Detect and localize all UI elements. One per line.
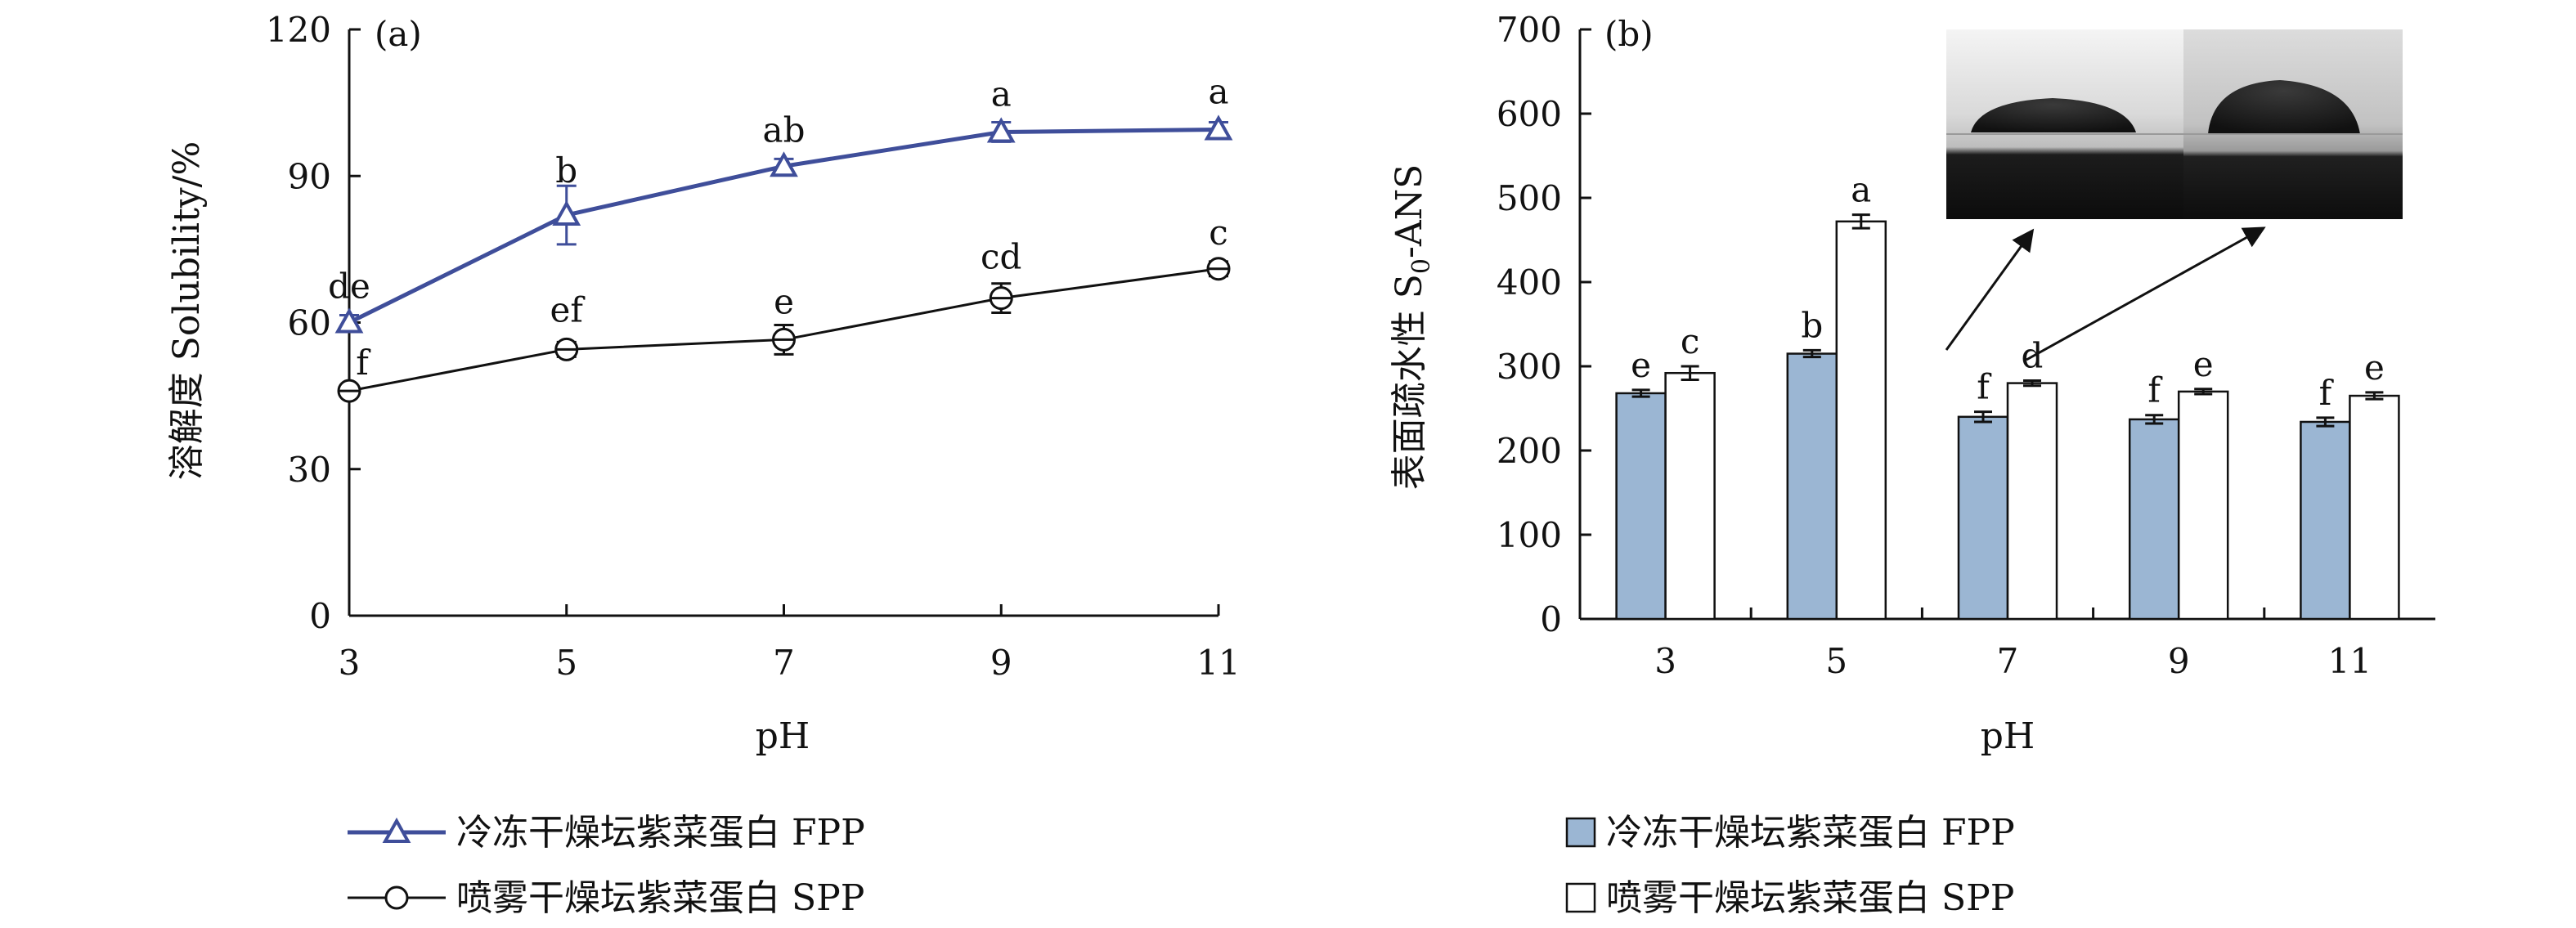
x-tick-label: 11 — [1196, 643, 1240, 683]
significance-letter: e — [774, 281, 794, 321]
y-tick-label: 100 — [1497, 515, 1562, 555]
y-tick-label: 90 — [288, 156, 331, 196]
legend-swatch — [1565, 882, 1596, 913]
significance-letter: ab — [763, 110, 806, 150]
significance-letter: f — [2147, 370, 2163, 410]
y-tick-label: 600 — [1497, 94, 1562, 134]
y-axis-title: 表面疏水性 S0-ANS — [1389, 164, 1436, 491]
significance-letter: b — [1801, 305, 1823, 345]
bar — [1957, 415, 2009, 621]
significance-letter: de — [328, 267, 370, 307]
x-tick-label: 11 — [2328, 641, 2372, 681]
significance-letter: e — [1631, 345, 1651, 385]
data-point-triangle — [1204, 114, 1233, 141]
arrow-to-spp-photo — [2026, 226, 2266, 361]
bar — [2349, 394, 2400, 621]
droplet-fpp — [1971, 98, 2136, 132]
significance-letter: c — [1681, 321, 1700, 361]
legend-label: 冷冻干燥坛紫菜蛋白 FPP — [1606, 812, 2015, 854]
series-fpp: de b ab a a — [328, 71, 1233, 334]
x-tick-label: 7 — [1997, 641, 2019, 681]
bar — [1615, 392, 1667, 621]
y-tick-label: 0 — [309, 596, 331, 636]
data-point-triangle — [552, 199, 581, 226]
y-tick-label: 60 — [288, 303, 331, 343]
legend-label: 喷雾干燥坛紫菜蛋白 SPP — [456, 877, 864, 919]
x-tick-label: 7 — [773, 643, 795, 683]
y-tick-label: 500 — [1497, 178, 1562, 218]
significance-letter: c — [1209, 213, 1228, 253]
series-spp: f ef e cd c — [337, 213, 1231, 403]
legend-marker-triangle — [382, 817, 411, 843]
y-tick-label: 300 — [1497, 347, 1562, 387]
contact-angle-photo — [1946, 29, 2403, 219]
bar — [1835, 220, 1887, 621]
panel-label: (b) — [1604, 14, 1654, 54]
y-axis-title-suffix: -ANS — [1389, 164, 1430, 258]
y-axis-title: 溶解度 Solubility/% — [166, 141, 208, 481]
y-axis-title-cn: 表面疏水性 — [1389, 298, 1430, 490]
x-tick-label: 3 — [339, 643, 361, 683]
y-tick-label: 700 — [1497, 10, 1562, 50]
legend-label: 喷雾干燥坛紫菜蛋白 SPP — [1606, 877, 2014, 919]
panel-label: (a) — [375, 14, 422, 54]
bar — [2177, 390, 2229, 621]
significance-letter: ef — [550, 289, 586, 330]
legend-label: 冷冻干燥坛紫菜蛋白 FPP — [456, 812, 865, 854]
arrow-to-fpp-photo — [1945, 228, 2035, 351]
significance-letter: f — [2319, 373, 2335, 413]
x-axis-title: pH — [756, 715, 810, 757]
y-tick-label: 0 — [1540, 599, 1562, 639]
bar — [2128, 418, 2180, 621]
legend: 冷冻干燥坛紫菜蛋白 FPP 喷雾干燥坛紫菜蛋白 SPP — [1565, 812, 2015, 919]
legend-swatch — [1565, 817, 1596, 848]
data-point-triangle — [770, 151, 798, 177]
y-tick-label: 400 — [1497, 262, 1562, 303]
x-tick-label: 3 — [1654, 641, 1676, 681]
x-tick-label: 9 — [990, 643, 1012, 683]
legend-item-spp: 喷雾干燥坛紫菜蛋白 SPP — [1565, 877, 2014, 919]
significance-letter: cd — [981, 237, 1021, 277]
y-tick-label: 30 — [288, 450, 331, 490]
significance-letter: e — [2364, 347, 2385, 388]
significance-letter: f — [356, 343, 371, 383]
solubility-line-chart: 0 30 60 90 120 3 5 7 9 11 (a) pH 溶解度 Solubility/% de b… — [166, 10, 1241, 919]
data-point-triangle — [334, 307, 364, 334]
significance-letter: e — [2193, 344, 2214, 384]
bar — [2006, 382, 2058, 621]
legend-item-fpp: 冷冻干燥坛紫菜蛋白 FPP — [348, 812, 865, 854]
x-tick-label: 9 — [2168, 641, 2190, 681]
significance-letter: f — [1977, 367, 1992, 407]
series-spp: cadee — [1664, 170, 2400, 621]
droplet-spp — [2208, 80, 2360, 134]
significance-letter: a — [991, 74, 1012, 114]
significance-letter: b — [555, 150, 577, 191]
legend-item-fpp: 冷冻干燥坛紫菜蛋白 FPP — [1565, 812, 2015, 854]
data-point-triangle — [986, 117, 1016, 143]
bar — [2300, 420, 2351, 621]
legend-marker-circle — [384, 885, 409, 910]
bar — [1664, 371, 1716, 621]
series-fpp: e b f f f — [1615, 305, 2351, 621]
significance-letter: a — [1851, 170, 1871, 210]
y-tick-label: 120 — [266, 10, 331, 50]
y-axis-title-en: S — [1389, 274, 1430, 298]
legend: 冷冻干燥坛紫菜蛋白 FPP 喷雾干燥坛紫菜蛋白 SPP — [348, 812, 865, 919]
significance-letter: a — [1208, 71, 1228, 111]
bar — [1786, 352, 1838, 621]
x-axis-title: pH — [1981, 715, 2035, 757]
x-tick-label: 5 — [555, 643, 577, 683]
y-axis-title-subscript: 0 — [1407, 258, 1436, 274]
legend-item-spp: 喷雾干燥坛紫菜蛋白 SPP — [348, 877, 864, 919]
x-tick-label: 5 — [1825, 641, 1847, 681]
hydrophobicity-bar-chart: 0 100 200 300 400 500 600 700 3 5 7 9 11 (b) pH 表面疏水性 S… — [1389, 10, 2435, 919]
y-tick-label: 200 — [1497, 431, 1562, 471]
